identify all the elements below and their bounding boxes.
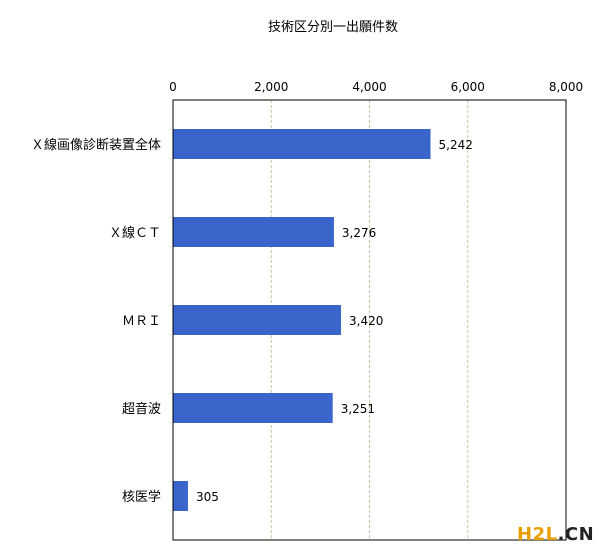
x-axis-ticks: 0 2,000 4,000 6,000 8,000 bbox=[169, 80, 583, 94]
bar bbox=[173, 481, 188, 511]
bar bbox=[173, 393, 333, 423]
x-tick-label: 0 bbox=[169, 80, 177, 94]
svg-text:H2L.CN: H2L.CN bbox=[517, 524, 594, 545]
x-tick-label: 6,000 bbox=[451, 80, 485, 94]
bar bbox=[173, 129, 431, 159]
data-label: 5,242 bbox=[439, 138, 473, 152]
x-tick-label: 2,000 bbox=[254, 80, 288, 94]
x-tick-label: 8,000 bbox=[549, 80, 583, 94]
data-labels: 5,242 3,276 3,420 3,251 305 bbox=[196, 138, 473, 504]
category-label: Ｘ線ＣＴ bbox=[109, 225, 161, 241]
x-tick-label: 4,000 bbox=[352, 80, 386, 94]
category-label: ＭＲＩ bbox=[122, 314, 161, 329]
category-label: 核医学 bbox=[122, 489, 161, 505]
watermark-dot: . bbox=[558, 524, 565, 545]
category-label: 超音波 bbox=[122, 401, 161, 417]
data-label: 3,276 bbox=[342, 226, 376, 240]
data-label: 3,251 bbox=[341, 402, 375, 416]
data-label: 305 bbox=[196, 490, 219, 504]
category-label: Ｘ線画像診断装置全体 bbox=[31, 137, 161, 153]
plot-area-frame bbox=[172, 99, 567, 541]
watermark-main: H2L bbox=[517, 524, 558, 545]
chart-title: 技術区分別一出願件数 bbox=[268, 20, 398, 35]
bar bbox=[173, 217, 334, 247]
watermark-tld: CN bbox=[565, 524, 594, 545]
bar bbox=[173, 305, 342, 335]
data-label: 3,420 bbox=[349, 314, 383, 328]
watermark-logo: H2L.CN bbox=[515, 518, 605, 548]
bars bbox=[173, 129, 431, 511]
